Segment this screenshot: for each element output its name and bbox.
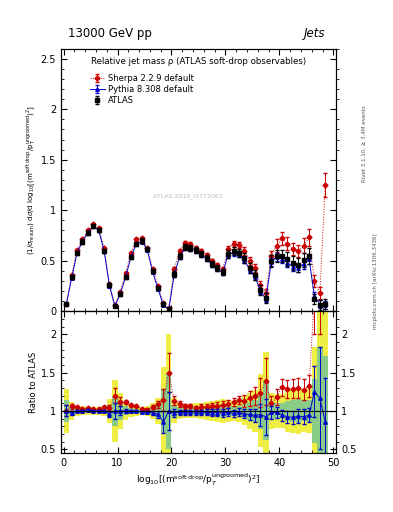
Text: Jets: Jets: [304, 27, 325, 40]
Legend: Sherpa 2.2.9 default, Pythia 8.308 default, ATLAS: Sherpa 2.2.9 default, Pythia 8.308 defau…: [87, 71, 196, 108]
X-axis label: log$_{10}$[(m$^{\rm soft\ drop}$/p$_T^{\rm ungroomed}$)$^2$]: log$_{10}$[(m$^{\rm soft\ drop}$/p$_T^{\…: [136, 472, 261, 488]
Text: Rivet 3.1.10, ≥ 3.4M events: Rivet 3.1.10, ≥ 3.4M events: [362, 105, 367, 182]
Y-axis label: Ratio to ATLAS: Ratio to ATLAS: [29, 352, 38, 413]
Y-axis label: $(1/\sigma_\mathrm{resum})$ d$\sigma$/d log$_{10}$[(m$^{\rm soft\ drop}$/p$_{\rm: $(1/\sigma_\mathrm{resum})$ d$\sigma$/d …: [24, 105, 38, 255]
Text: ATLAS 2019_I1772062: ATLAS 2019_I1772062: [152, 193, 222, 199]
Text: 13000 GeV pp: 13000 GeV pp: [68, 27, 152, 40]
Text: Relative jet mass ρ (ATLAS soft-drop observables): Relative jet mass ρ (ATLAS soft-drop obs…: [91, 56, 306, 66]
Text: mcplots.cern.ch [arXiv:1306.3436]: mcplots.cern.ch [arXiv:1306.3436]: [373, 234, 378, 329]
